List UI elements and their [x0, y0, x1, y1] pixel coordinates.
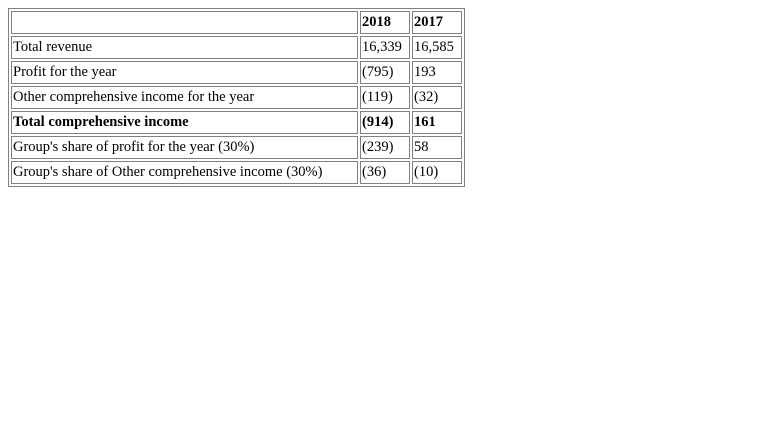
row-value-2018: 16,339: [360, 36, 410, 59]
table-row: Group's share of profit for the year (30…: [11, 136, 462, 159]
financial-table-container: 2018 2017 Total revenue 16,339 16,585 Pr…: [8, 8, 465, 187]
table-row: Profit for the year (795) 193: [11, 61, 462, 84]
table-row: Group's share of Other comprehensive inc…: [11, 161, 462, 184]
row-value-2018: (795): [360, 61, 410, 84]
row-label: Profit for the year: [11, 61, 358, 84]
table-header-row: 2018 2017: [11, 11, 462, 34]
header-2018: 2018: [360, 11, 410, 34]
row-value-2017: 161: [412, 111, 462, 134]
table-row: Other comprehensive income for the year …: [11, 86, 462, 109]
row-label: Group's share of Other comprehensive inc…: [11, 161, 358, 184]
comprehensive-income-table: 2018 2017 Total revenue 16,339 16,585 Pr…: [8, 8, 465, 187]
row-value-2017: (10): [412, 161, 462, 184]
row-value-2018: (914): [360, 111, 410, 134]
header-blank-cell: [11, 11, 358, 34]
table-row-total: Total comprehensive income (914) 161: [11, 111, 462, 134]
row-label: Group's share of profit for the year (30…: [11, 136, 358, 159]
row-value-2017: (32): [412, 86, 462, 109]
row-value-2017: 193: [412, 61, 462, 84]
row-label: Total comprehensive income: [11, 111, 358, 134]
row-value-2018: (119): [360, 86, 410, 109]
row-value-2017: 16,585: [412, 36, 462, 59]
header-2017: 2017: [412, 11, 462, 34]
row-value-2018: (239): [360, 136, 410, 159]
row-label: Total revenue: [11, 36, 358, 59]
row-value-2018: (36): [360, 161, 410, 184]
row-label: Other comprehensive income for the year: [11, 86, 358, 109]
row-value-2017: 58: [412, 136, 462, 159]
table-row: Total revenue 16,339 16,585: [11, 36, 462, 59]
